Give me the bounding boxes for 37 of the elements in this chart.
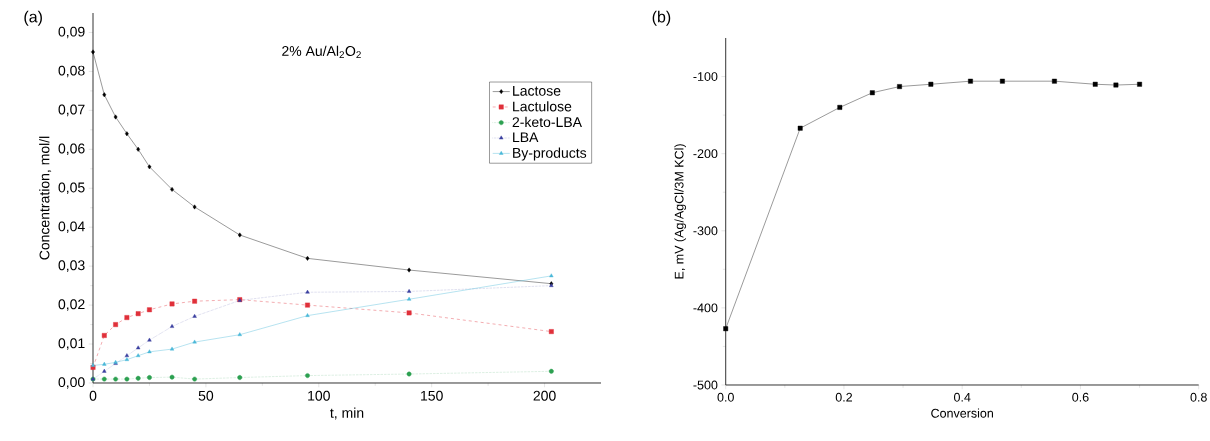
- x-tick-label: 0: [89, 390, 97, 401]
- legend-label: 2-keto-LBA: [512, 116, 582, 128]
- legend-label: LBA: [513, 132, 539, 143]
- x-tick-label: 0.0: [717, 392, 734, 402]
- y-axis-title: E, mV (Ag/AgCl/3M KCl): [674, 144, 687, 279]
- y-tick-label: -500: [693, 380, 718, 390]
- y-tick-label: -200: [693, 149, 718, 159]
- y-tick-label: 0,07: [58, 104, 85, 117]
- y-tick-label: 0,05: [58, 182, 85, 195]
- y-tick-label: 0,06: [58, 143, 85, 156]
- y-tick-label: 0,03: [58, 260, 85, 272]
- legend-label: By-products: [513, 147, 587, 161]
- x-tick-label: 0.2: [835, 392, 853, 402]
- y-tick-label: -300: [693, 226, 718, 236]
- x-tick-label: 0.8: [1190, 392, 1207, 402]
- x-tick-label: 0.4: [954, 392, 971, 402]
- y-tick-label: -100: [693, 72, 718, 81]
- y-axis-title: Concentration, mol/l: [39, 136, 52, 260]
- y-tick-label: -400: [693, 303, 718, 313]
- legend-label: Lactulose: [513, 101, 572, 112]
- y-tick-label: 0,00: [58, 377, 85, 389]
- y-tick-label: 0,08: [58, 65, 85, 78]
- text: (b): [652, 10, 671, 26]
- x-tick-label: 50: [198, 390, 214, 401]
- y-tick-label: 0,01: [58, 338, 85, 350]
- x-tick-label: 0.6: [1072, 392, 1089, 402]
- x-tick-label: 150: [421, 390, 443, 401]
- x-tick-label: 100: [308, 390, 330, 401]
- annotation: 2% Au/Al$_{2}$O$_{2}$: [282, 45, 361, 58]
- y-tick-label: 0,02: [58, 299, 85, 311]
- text: (a): [24, 10, 42, 26]
- x-axis-title: t, min: [330, 407, 364, 420]
- y-tick-label: 0,04: [58, 221, 85, 233]
- x-axis-title: Conversion: [931, 408, 993, 418]
- y-tick-label: 0,09: [58, 26, 85, 39]
- legend-label: Lactose: [513, 86, 561, 96]
- x-tick-label: 200: [533, 390, 556, 401]
